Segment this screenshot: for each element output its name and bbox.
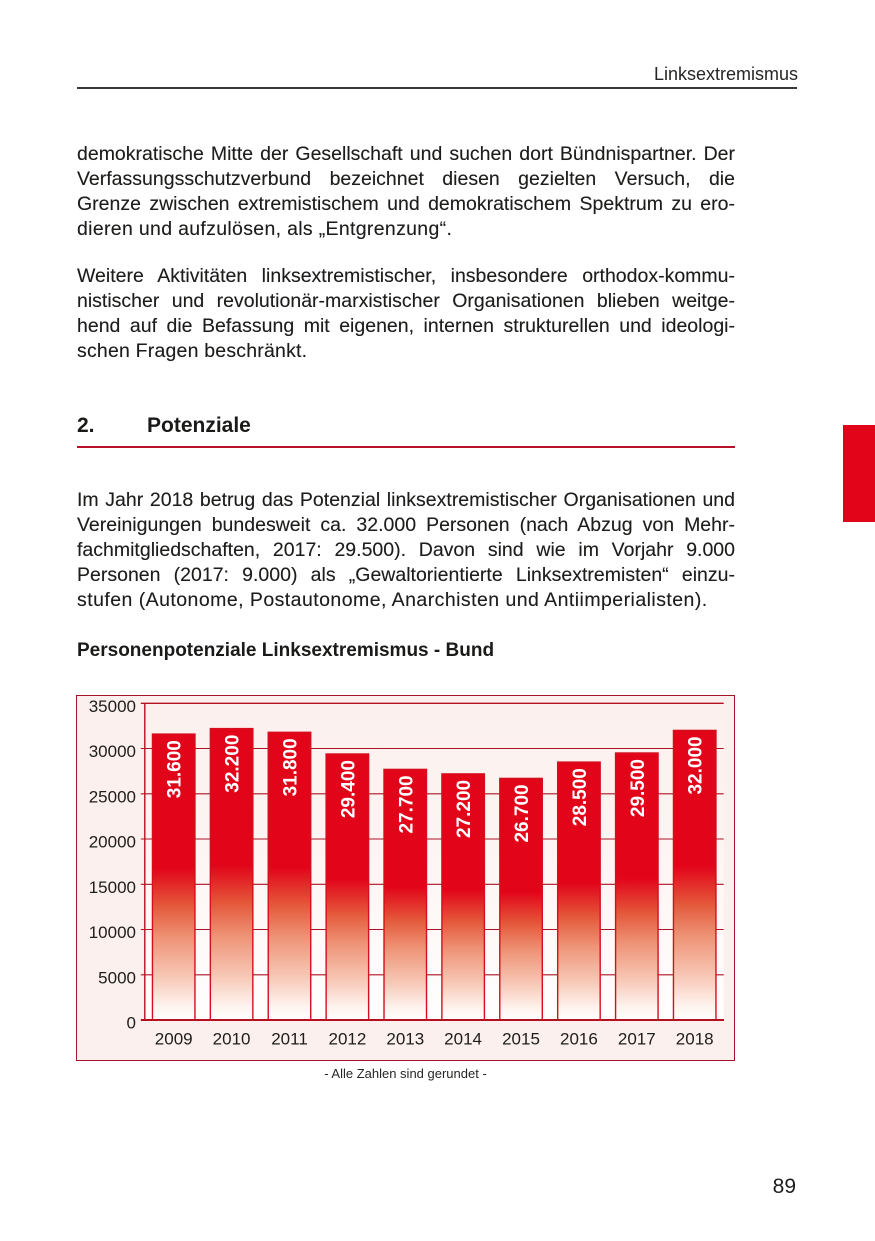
svg-text:2010: 2010 (213, 1029, 251, 1048)
svg-text:2015: 2015 (502, 1029, 540, 1048)
svg-text:32.000: 32.000 (686, 736, 707, 794)
svg-text:15000: 15000 (89, 878, 136, 897)
svg-text:20000: 20000 (89, 833, 136, 852)
svg-text:31.800: 31.800 (281, 738, 302, 796)
svg-text:31.600: 31.600 (165, 740, 186, 798)
svg-text:29.400: 29.400 (338, 760, 359, 818)
svg-text:2014: 2014 (444, 1029, 482, 1048)
svg-text:25000: 25000 (89, 788, 136, 807)
svg-text:27.200: 27.200 (454, 780, 475, 838)
svg-text:2011: 2011 (271, 1029, 308, 1048)
svg-text:35000: 35000 (89, 697, 136, 716)
svg-text:28.500: 28.500 (570, 768, 591, 826)
svg-text:2017: 2017 (618, 1029, 656, 1048)
svg-text:2016: 2016 (560, 1029, 598, 1048)
svg-text:26.700: 26.700 (512, 784, 533, 842)
svg-text:32.200: 32.200 (223, 735, 244, 793)
svg-text:0: 0 (127, 1014, 136, 1033)
svg-text:30000: 30000 (89, 742, 136, 761)
svg-text:2018: 2018 (676, 1029, 714, 1048)
svg-text:2013: 2013 (386, 1029, 424, 1048)
svg-text:2009: 2009 (155, 1029, 193, 1048)
svg-text:5000: 5000 (98, 969, 136, 988)
svg-text:27.700: 27.700 (396, 775, 417, 833)
svg-text:10000: 10000 (89, 923, 136, 942)
svg-text:29.500: 29.500 (628, 759, 649, 817)
svg-text:2012: 2012 (328, 1029, 366, 1048)
